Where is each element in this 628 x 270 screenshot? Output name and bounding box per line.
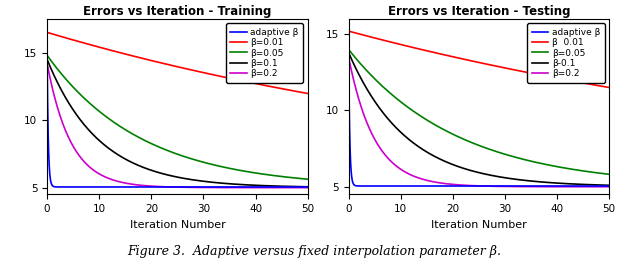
Legend: adaptive β, β  0.01, β=0.05, β-0.1, β=0.2: adaptive β, β 0.01, β=0.05, β-0.1, β=0.2: [528, 23, 605, 83]
Title: Errors vs Iteration - Training: Errors vs Iteration - Training: [84, 5, 271, 18]
Text: Figure 3.  Adaptive versus fixed interpolation parameter β.: Figure 3. Adaptive versus fixed interpol…: [127, 245, 501, 258]
Title: Errors vs Iteration - Testing: Errors vs Iteration - Testing: [387, 5, 570, 18]
X-axis label: Iteration Number: Iteration Number: [129, 220, 225, 230]
X-axis label: Iteration Number: Iteration Number: [431, 220, 527, 230]
Legend: adaptive β, β=0.01, β=0.05, β=0.1, β=0.2: adaptive β, β=0.01, β=0.05, β=0.1, β=0.2: [226, 23, 303, 83]
